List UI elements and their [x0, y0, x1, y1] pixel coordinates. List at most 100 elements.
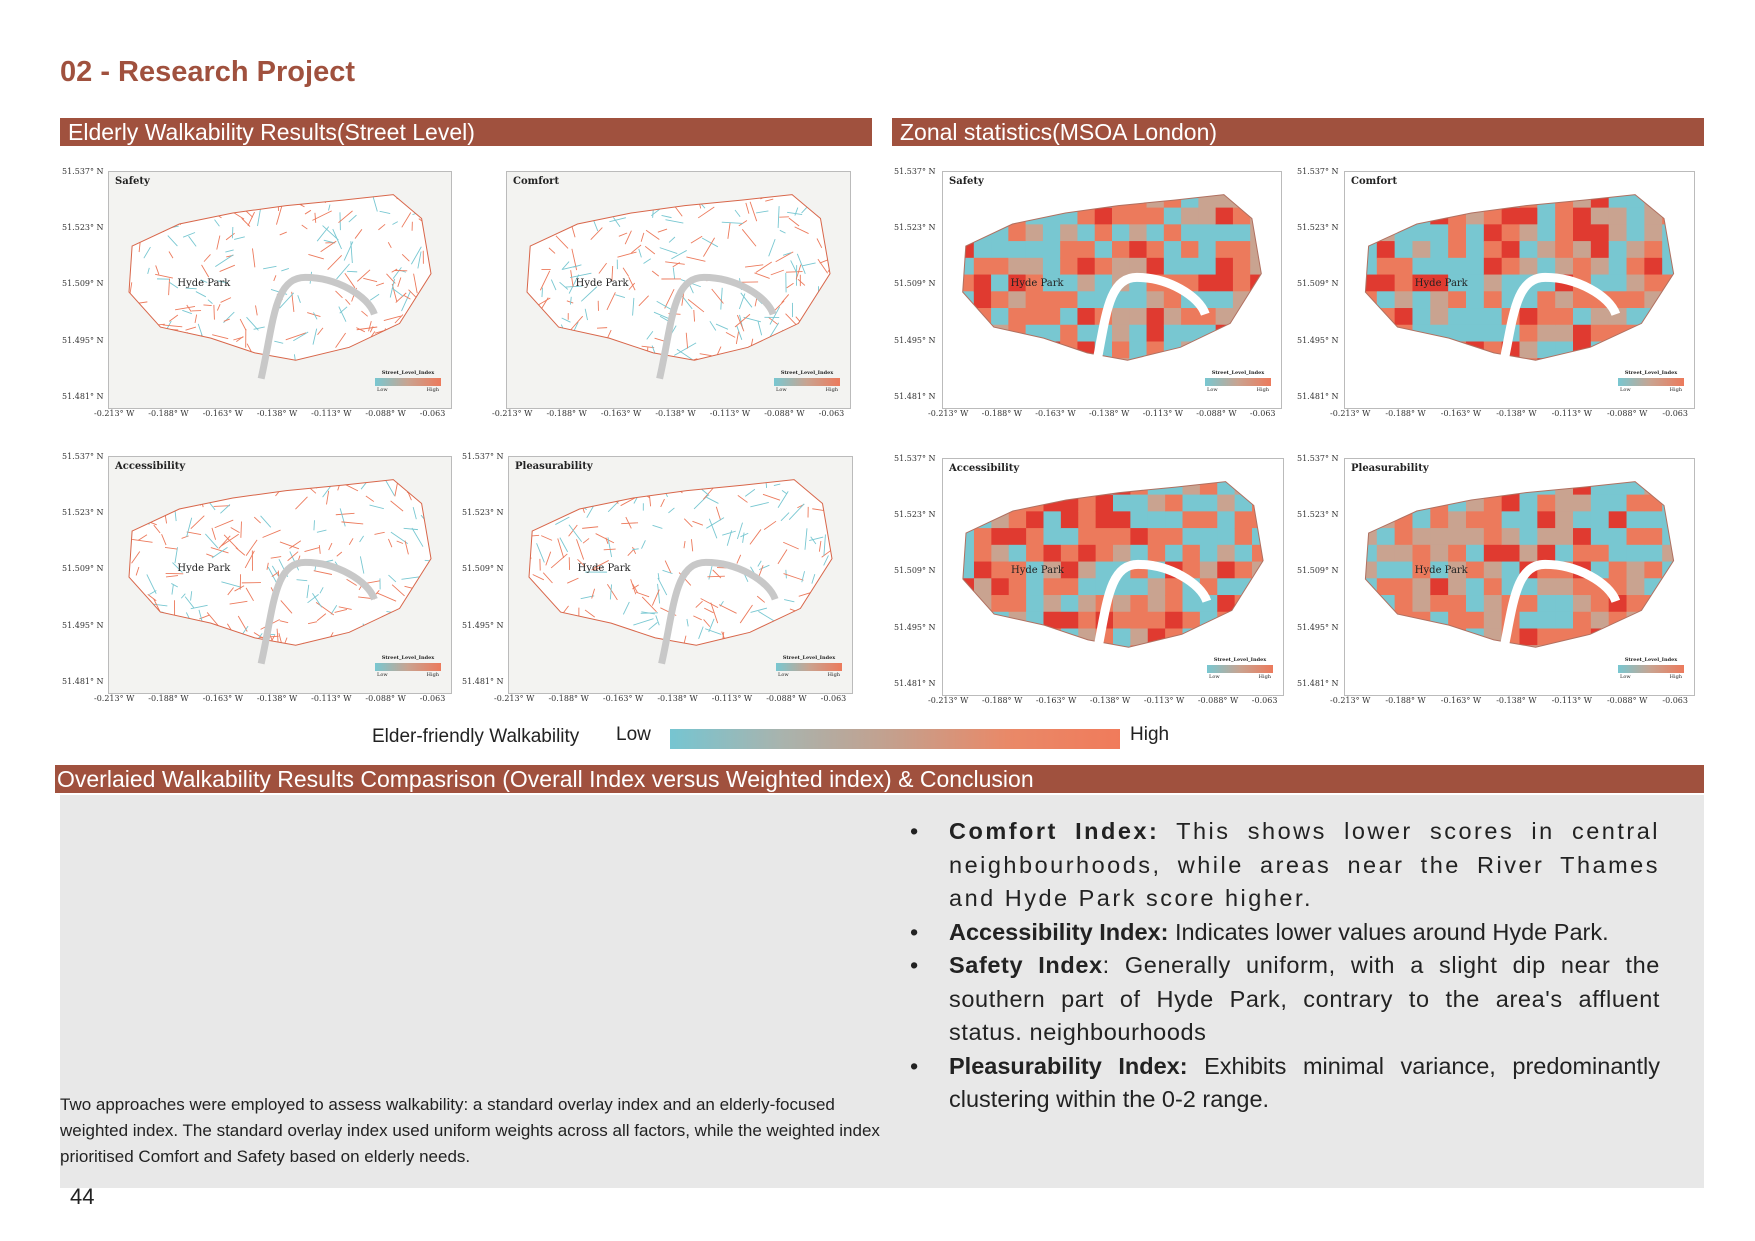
map-graphic	[128, 479, 432, 665]
bullet-comfort: • Comfort Index: This shows lower scores …	[910, 818, 1660, 911]
latitude-tick: 51.481° N	[1297, 391, 1339, 401]
longitude-tick: -0.163° W	[602, 694, 644, 703]
map-legend-title: Street_Level_Index	[381, 655, 435, 661]
latitude-tick: 51.523° N	[894, 223, 936, 233]
latitude-tick: 51.509° N	[894, 279, 936, 289]
longitude-tick: -0.063	[1249, 409, 1276, 418]
latitude-tick: 51.523° N	[1297, 510, 1339, 520]
longitude-tick: -0.088° W	[1606, 409, 1648, 418]
map-legend-high: High	[426, 387, 439, 393]
longitude-tick: -0.063	[419, 409, 446, 418]
longitude-tick: -0.138° W	[1088, 409, 1130, 418]
latitude-tick: 51.495° N	[462, 620, 504, 630]
map-frame: Pleasurability Hyde Park Street_Level_Inde…	[1344, 458, 1695, 696]
map-legend-low: Low	[1620, 674, 1631, 680]
map-title: Pleasurability	[1351, 463, 1429, 474]
map-title: Accessibility	[115, 461, 186, 472]
map-frame: Comfort Hyde Park Street_Level_Index Low Hig…	[1344, 171, 1695, 409]
longitude-tick: -0.213° W	[494, 694, 535, 703]
hyde-park-label: Hyde Park	[577, 563, 631, 575]
map-frame: Accessibility Hyde Park Street_Level_Index…	[942, 458, 1284, 696]
hyde-park-label: Hyde Park	[575, 278, 629, 290]
longitude-tick: -0.138° W	[657, 694, 698, 703]
latitude-tick: 51.495° N	[62, 620, 104, 630]
river-thames	[658, 558, 779, 665]
latitude-tick: 51.523° N	[462, 508, 504, 518]
river-thames	[1088, 272, 1210, 380]
longitude-tick: -0.088° W	[764, 409, 805, 418]
map-legend-bar	[774, 378, 840, 386]
longitude-tick: -0.063	[1662, 409, 1688, 418]
map-graphic	[1364, 481, 1675, 667]
latitude-tick: 51.509° N	[62, 564, 104, 574]
latitude-tick: 51.495° N	[1297, 335, 1339, 345]
section-overlay-header: Overlaied Walkability Results Compasriso…	[55, 765, 1704, 793]
hyde-park-label: Hyde Park	[1414, 565, 1468, 577]
longitude-tick: -0.113° W	[711, 694, 753, 703]
section-zonal-header: Zonal statistics(MSOA London)	[892, 118, 1704, 146]
map-frame: Comfort Hyde Park Street_Level_Index Low Hig…	[506, 171, 851, 409]
longitude-tick: -0.188° W	[981, 409, 1023, 418]
map-legend-title: Street_Level_Index	[782, 655, 836, 661]
longitude-tick: -0.163° W	[600, 409, 642, 418]
longitude-tick: -0.138° W	[256, 409, 298, 418]
longitude-tick: -0.188° W	[148, 694, 189, 703]
map-legend-title: Street_Level_Index	[1213, 657, 1267, 663]
longitude-tick: -0.213° W	[1330, 409, 1371, 418]
map-legend-bar	[375, 663, 441, 671]
map-zonal-accessibility: Accessibility Hyde Park Street_Level_Index…	[892, 452, 1292, 712]
longitude-tick: -0.113° W	[1143, 696, 1185, 705]
map-title: Safety	[949, 176, 984, 187]
colorbar-high-label: High	[1130, 724, 1170, 745]
latitude-tick: 51.523° N	[62, 223, 104, 233]
longitude-tick: -0.188° W	[1385, 409, 1426, 418]
map-title: Accessibility	[949, 463, 1020, 474]
map-legend: Street_Level_Index Low High	[1614, 370, 1688, 404]
latitude-tick: 51.537° N	[1297, 167, 1339, 176]
longitude-tick: -0.113° W	[1551, 409, 1592, 418]
latitude-tick: 51.481° N	[1297, 678, 1339, 688]
hyde-park-label: Hyde Park	[177, 563, 231, 575]
longitude-tick: -0.163° W	[1440, 696, 1482, 705]
bullet-accessibility: • Accessibility Index: Indicates lower va…	[910, 918, 1609, 945]
colorbar-title: Elder-friendly Walkability	[372, 726, 580, 747]
page-title: 02 - Research Project	[60, 56, 355, 88]
map-legend-title: Street_Level_Index	[1211, 370, 1265, 376]
bullet-term: Pleasurability Index:	[949, 1052, 1188, 1079]
map-frame: Safety Hyde Park Street_Level_Index Low High	[108, 171, 452, 409]
map-legend: Street_Level_Index Low High	[1614, 657, 1688, 691]
map-legend-high: High	[1669, 387, 1682, 393]
latitude-tick: 51.481° N	[894, 678, 936, 688]
hyde-park-label: Hyde Park	[177, 278, 231, 290]
map-legend: Street_Level_Index Low High	[1203, 657, 1277, 691]
bullet-term: Comfort Index:	[949, 818, 1160, 844]
longitude-tick: -0.213° W	[492, 409, 533, 418]
map-legend-low: Low	[377, 672, 388, 678]
map-cells	[1365, 481, 1674, 648]
conclusion-panel	[60, 795, 1704, 1188]
latitude-tick: 51.495° N	[1297, 622, 1339, 632]
longitude-tick: -0.163° W	[1035, 409, 1076, 418]
map-legend: Street_Level_Index Low High	[770, 370, 844, 404]
map-legend-bar	[776, 663, 842, 671]
bullet-term: Accessibility Index:	[949, 918, 1169, 945]
map-title: Comfort	[513, 176, 560, 187]
colorbar-low-label: Low	[616, 724, 651, 745]
latitude-tick: 51.509° N	[1297, 566, 1339, 576]
longitude-tick: -0.138° W	[1496, 409, 1537, 418]
bullet-pleasurability: • Pleasurability Index: Exhibits minimal …	[910, 1052, 1660, 1113]
section-street-header: Elderly Walkability Results(Street Level…	[60, 118, 872, 146]
latitude-tick: 51.481° N	[62, 676, 104, 686]
map-title: Comfort	[1351, 176, 1398, 187]
latitude-tick: 51.537° N	[62, 452, 104, 461]
longitude-tick: -0.088° W	[365, 694, 406, 703]
map-cells	[527, 194, 830, 361]
longitude-tick: -0.188° W	[981, 696, 1023, 705]
methodology-caption: Two approaches were employed to assess w…	[60, 1095, 880, 1166]
map-legend-bar	[1207, 665, 1273, 673]
longitude-tick: -0.088° W	[1196, 409, 1237, 418]
latitude-tick: 51.509° N	[62, 279, 104, 289]
longitude-tick: -0.188° W	[1385, 696, 1426, 705]
map-legend: Street_Level_Index Low High	[371, 655, 445, 689]
map-title: Safety	[115, 176, 150, 187]
